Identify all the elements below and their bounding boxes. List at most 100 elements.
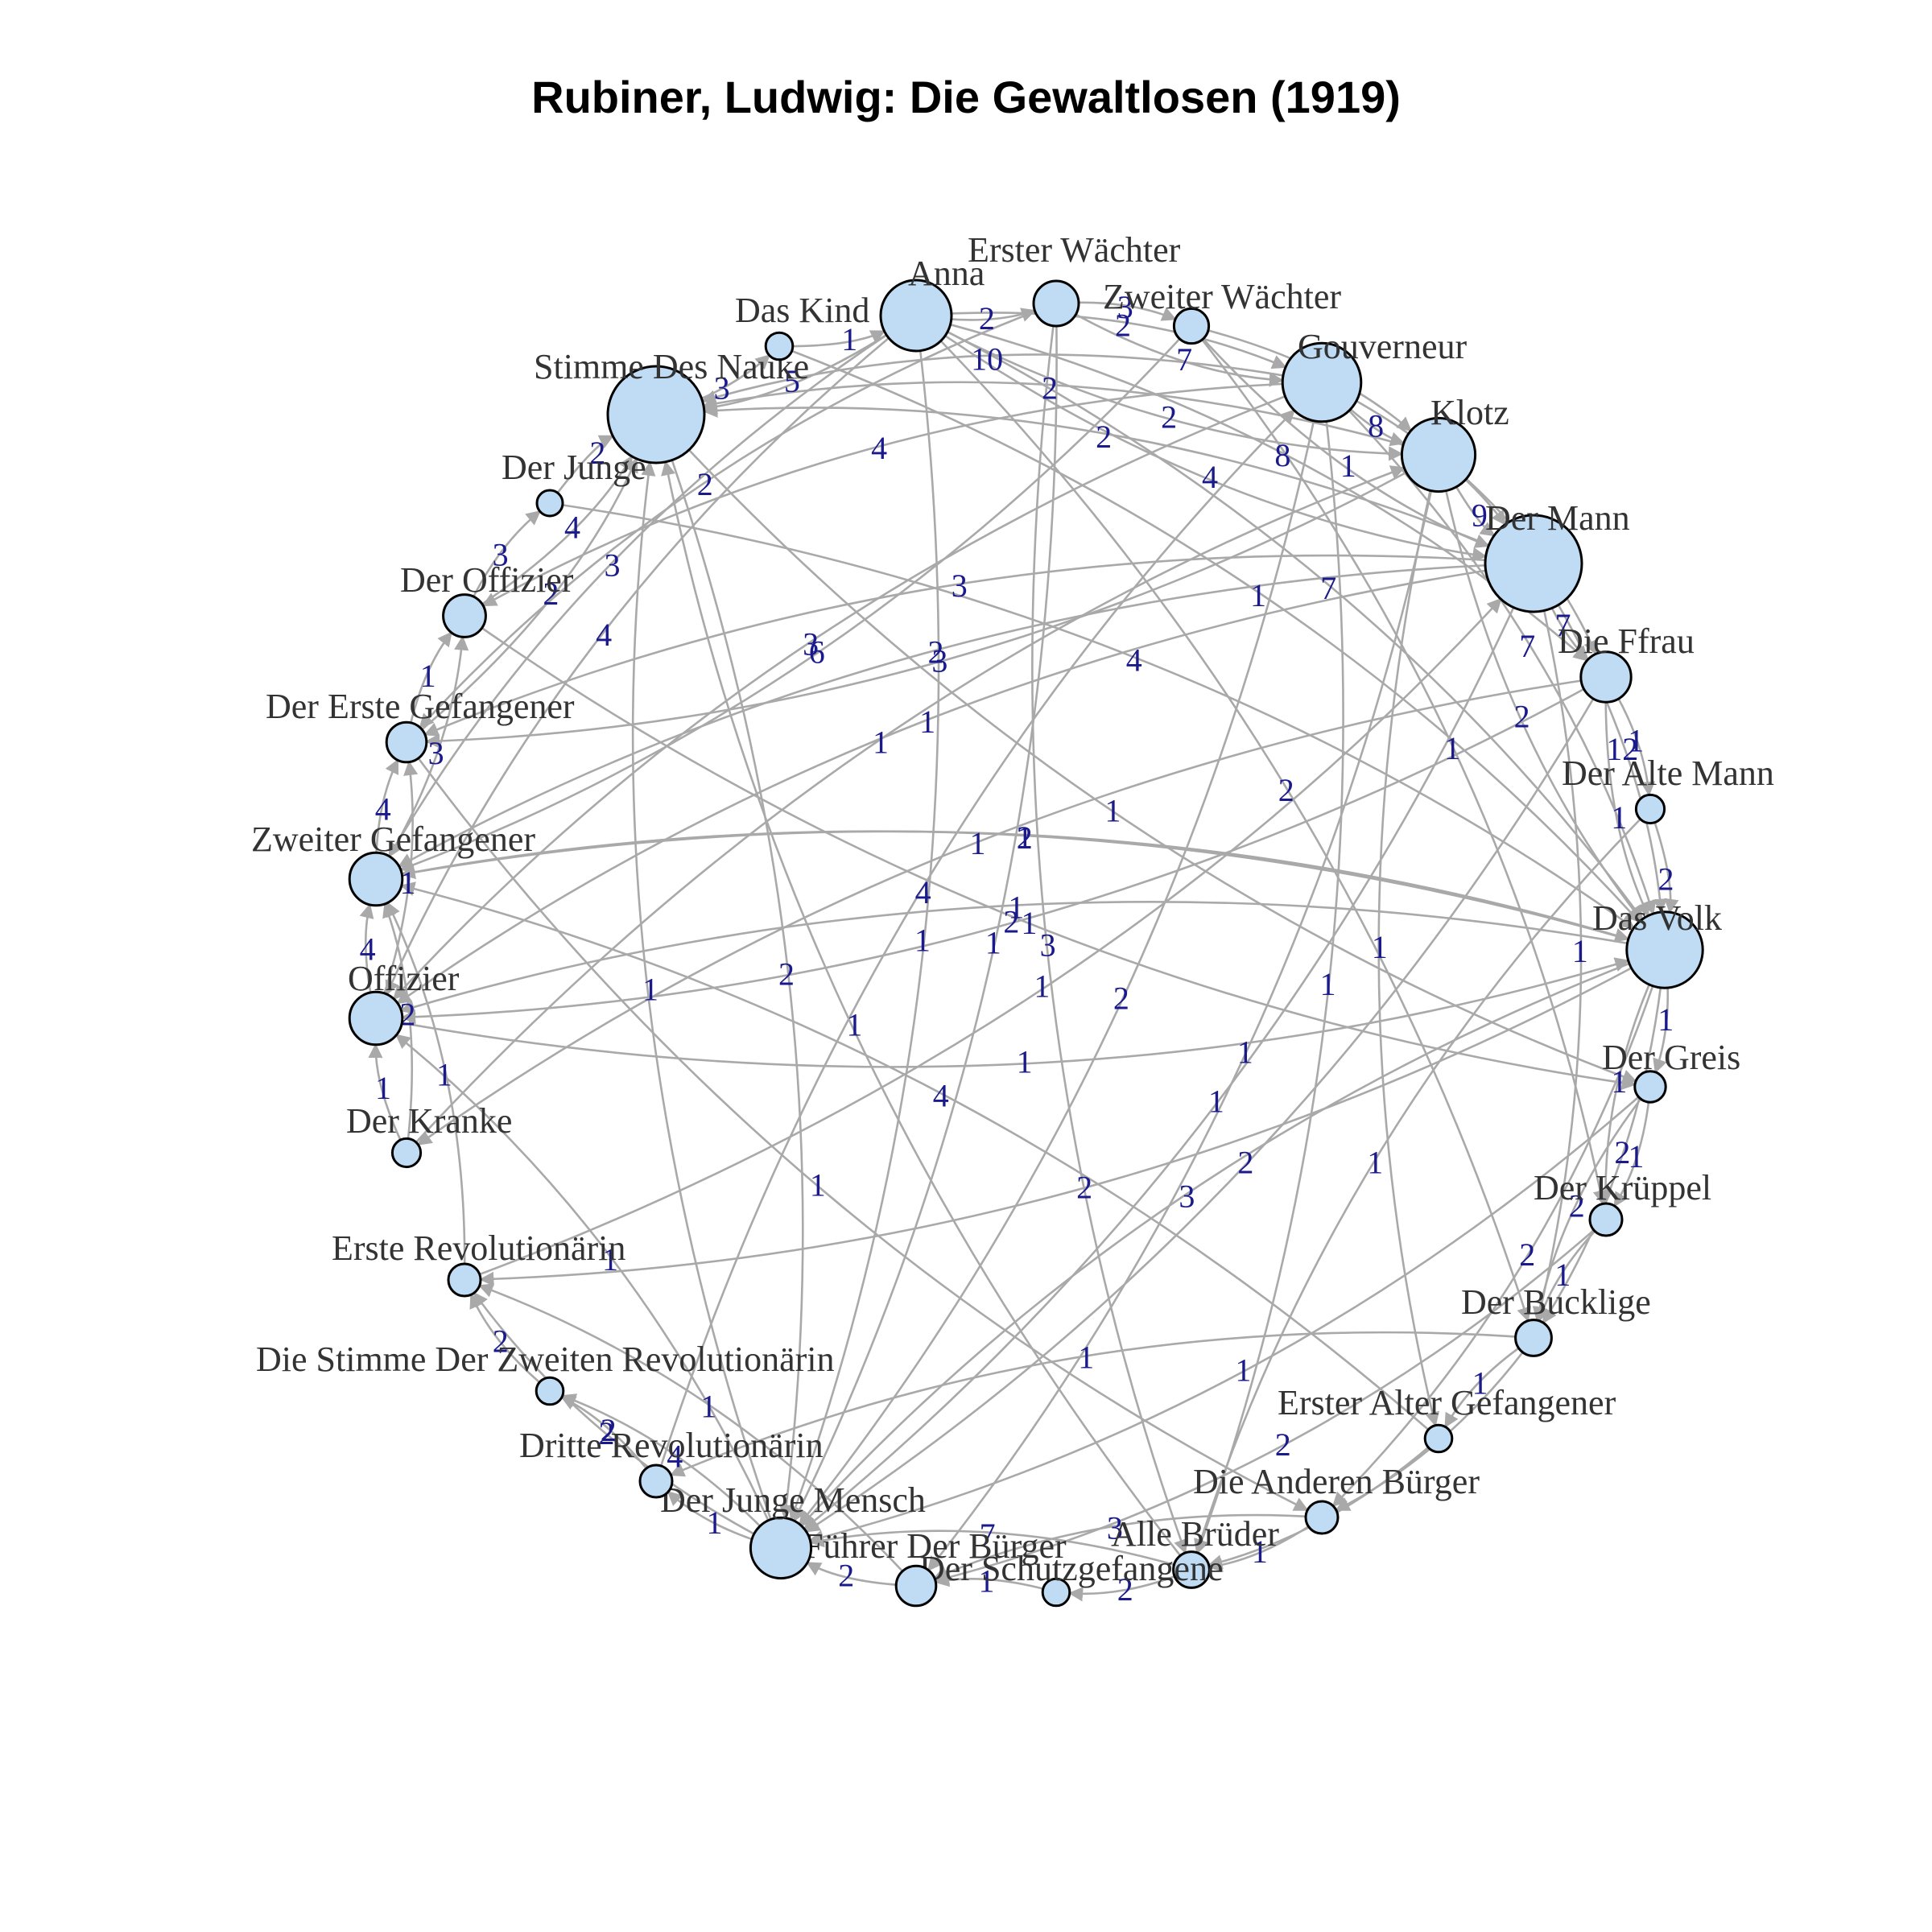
edge-weight-label: 7 (1176, 341, 1192, 378)
edge-weight-label: 2 (1076, 1170, 1092, 1206)
edge-der-alte-mann-to-alle-brueder (1194, 808, 1651, 1554)
node-label: Der Schutzgefangene (919, 1549, 1223, 1588)
edge-weight-label: 1 (873, 724, 889, 761)
edge-weight-label: 1 (846, 1006, 862, 1042)
node-circle (1172, 307, 1211, 345)
edge-gouverneur-to-der-junge-mensch (799, 382, 1323, 1525)
edge-die-ffrau-to-der-kranke (416, 675, 1607, 1146)
edge-anna-to-zweiter-gefangener (388, 314, 917, 858)
node-label: Der Junge (502, 448, 646, 487)
edge-der-mann-to-der-bucklige (1532, 563, 1583, 1322)
node-label: Der Offizier (400, 560, 574, 600)
edge-gouverneur-to-alle-brueder (1195, 382, 1344, 1554)
edge-das-volk-to-erste-revolutionaerin (479, 948, 1666, 1286)
edge-klotz-to-der-erste-gefangener (424, 453, 1439, 749)
edge-stimme-des-nauke-to-der-junge-mensch (654, 414, 804, 1520)
edge-der-mann-to-das-volk (1532, 563, 1668, 914)
edge-weight-label: 1 (1250, 577, 1266, 613)
node-der-alte-mann: Der Alte Mann (1562, 753, 1774, 825)
edge-weight-label: 2 (928, 634, 944, 671)
node-stimme-des-nauke: Stimme Des Nauke (534, 347, 809, 464)
edge-weight-label: 7 (980, 1517, 996, 1553)
edge-weight-label: 1 (1104, 793, 1121, 829)
edge-weight-label: 5 (784, 363, 800, 399)
edge-weight-label: 7 (1555, 607, 1571, 643)
edge-weight-label: 12 (1606, 731, 1638, 767)
node-circle (894, 1564, 938, 1608)
node-label: Zweiter Gefangener (251, 819, 535, 859)
edge-weight-label: 4 (375, 791, 391, 828)
edge-weight-label: 1 (1235, 1352, 1251, 1388)
node-circle (1304, 1500, 1340, 1535)
edge-weight-label: 4 (1126, 642, 1142, 678)
edge-weight-label: 1 (1554, 1257, 1571, 1293)
node-fuehrer-der-buerger: Führer Der Bürger (803, 1526, 1067, 1608)
node-circle (442, 593, 487, 638)
node-das-kind: Das Kind (735, 291, 869, 361)
node-label: Der Krüppel (1534, 1168, 1711, 1208)
edge-weight-label: 1 (1628, 1138, 1644, 1174)
node-circle (1633, 1070, 1667, 1104)
edge-weight-label: 1 (1208, 1084, 1224, 1120)
edge-weight-label: 2 (1614, 1134, 1630, 1170)
edge-zweiter-gefangener-to-das-volk (375, 830, 1630, 943)
edge-das-kind-to-das-volk (778, 345, 1641, 923)
node-circle (1514, 1319, 1553, 1357)
edge-anna-to-der-mann (915, 314, 1488, 562)
edge-weight-label: 3 (803, 626, 819, 663)
edge-weight-label: 2 (1569, 1187, 1585, 1224)
edge-erster-waechter-to-der-junge-mensch (793, 303, 1058, 1522)
edge-weight-label: 4 (564, 509, 580, 545)
edge-weight-label: 2 (778, 956, 795, 993)
node-klotz: Klotz (1400, 393, 1509, 493)
edge-weight-label: 1 (1628, 723, 1644, 759)
edge-weight-label: 1 (707, 1505, 723, 1541)
edge-klotz-to-erster-alter-gefangener (1377, 454, 1440, 1427)
edge-das-volk-to-der-bucklige (1542, 949, 1666, 1324)
node-der-junge: Der Junge (502, 448, 646, 518)
edge-weight-label: 6 (809, 634, 825, 670)
node-label: Der Greis (1602, 1038, 1740, 1077)
edge-weight-label: 1 (985, 925, 1001, 961)
edge-weight-label: 2 (599, 1415, 615, 1451)
node-circle (1400, 416, 1477, 493)
node-circle (1172, 1550, 1211, 1589)
page-title: Rubiner, Ludwig: Die Gewaltlosen (1919) (531, 72, 1401, 122)
edge-der-krueppel-to-fuehrer-der-buerger (934, 1219, 1607, 1585)
node-der-mann: Der Mann (1484, 498, 1630, 613)
node-label: Das Kind (735, 291, 869, 330)
node-anna: Anna (879, 254, 985, 353)
edge-weight-label: 1 (1340, 448, 1356, 484)
edge-weight-label: 1 (810, 1167, 826, 1203)
edge-weight-label: 1 (1367, 1144, 1383, 1180)
node-label: Anna (908, 254, 985, 293)
edge-der-greis-to-der-junge-mensch (808, 1086, 1651, 1545)
edge-klotz-to-stimme-des-nauke (702, 381, 1439, 456)
node-label: Die Ffrau (1558, 621, 1695, 661)
node-circle (1579, 650, 1633, 704)
node-der-bucklige: Der Bucklige (1461, 1282, 1651, 1357)
edge-weight-label: 1 (919, 704, 935, 740)
edge-weight-label: 1 (1078, 1340, 1094, 1376)
edge-weight-label: 2 (589, 435, 605, 471)
node-die-stimme-der-zweiten-revolutionaerin: Die Stimme Der Zweiten Revolutionärin (256, 1340, 835, 1406)
edge-der-junge-to-das-volk (549, 502, 1635, 929)
edge-weight-label: 4 (915, 874, 931, 910)
edge-weight-label: 2 (1115, 307, 1131, 343)
edge-anna-to-gouverneur (915, 312, 1287, 369)
node-label: Erste Revolutionärin (332, 1228, 625, 1268)
edge-weight-label: 1 (436, 1056, 452, 1092)
node-label: Der Alte Mann (1562, 753, 1774, 793)
edge-weight-label: 1 (602, 1241, 618, 1278)
node-der-schutzgefangene: Der Schutzgefangene (919, 1549, 1223, 1608)
node-circle (764, 331, 795, 361)
edge-der-greis-to-der-bucklige (1532, 1086, 1652, 1322)
edge-gouverneur-to-das-volk (1321, 382, 1657, 915)
node-circle (1484, 514, 1583, 613)
node-erster-waechter: Erster Wächter (968, 230, 1181, 328)
edge-weight-label: 2 (1278, 772, 1294, 808)
edge-der-junge-mensch-to-offizier (395, 1034, 782, 1549)
node-label: Klotz (1430, 393, 1509, 432)
edge-weight-label: 1 (1017, 819, 1033, 856)
